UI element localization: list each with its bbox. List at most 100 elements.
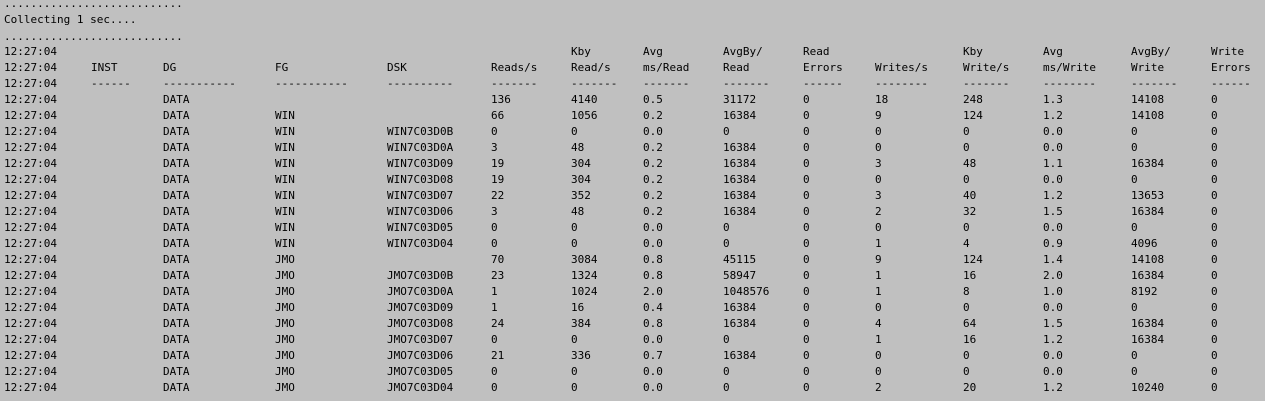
cell-time: 12:27:04 xyxy=(4,301,57,314)
cell-avgby-read: 16384 xyxy=(723,173,757,186)
cell-avg-ms-per-read: 0.0 xyxy=(643,365,663,378)
cell-time: 12:27:04 xyxy=(4,61,57,74)
table-row: 12:27:04 DATA JMO JMO7C03D05 0 0 0.0 0 0 0 0 0.0 0 0 xyxy=(0,364,1265,380)
cell-avgby-write: 0 xyxy=(1131,349,1138,362)
cell-fg: WIN xyxy=(275,109,295,122)
cell-writes-per-sec: 0 xyxy=(875,349,882,362)
cell-writes-per-sec: 2 xyxy=(875,381,882,394)
cell-write-errors: 0 xyxy=(1211,141,1218,154)
cell-read-errors: 0 xyxy=(803,221,810,234)
cell-kby-write-per-sec: 20 xyxy=(963,381,977,394)
cell-write-errors: 0 xyxy=(1211,285,1218,298)
cell-kby-read-per-sec: 0 xyxy=(571,365,578,378)
cell-kby-read-per-sec: 0 xyxy=(571,237,578,250)
cell-time: 12:27:04 xyxy=(4,269,57,282)
table-row: 12:27:04 DATA WIN WIN7C03D06 3 48 0.2 16384 0 2 32… xyxy=(0,204,1265,220)
cell-reads-per-sec: 3 xyxy=(491,205,498,218)
cell-fg: JMO xyxy=(275,269,295,282)
cell-writes-per-sec: 0 xyxy=(875,141,882,154)
cell-reads-per-sec: 0 xyxy=(491,381,498,394)
cell-write-errors: Write xyxy=(1211,45,1245,58)
cell-fg: WIN xyxy=(275,173,295,186)
cell-avg-ms-per-read: ------- xyxy=(643,77,690,90)
cell-kby-read-per-sec: ------- xyxy=(571,77,618,90)
cell-fg: JMO xyxy=(275,285,295,298)
cell-avgby-read: 45115 xyxy=(723,253,757,266)
cell-avg-ms-per-write: 0.0 xyxy=(1043,141,1063,154)
cell-avg-ms-per-write: 1.2 xyxy=(1043,333,1063,346)
collecting-status: Collecting 1 sec.... xyxy=(4,13,137,26)
cell-dg: DATA xyxy=(163,109,190,122)
cell-write-errors: 0 xyxy=(1211,173,1218,186)
cell-time: 12:27:04 xyxy=(4,141,57,154)
cell-kby-write-per-sec: 0 xyxy=(963,141,970,154)
cell-avg-ms-per-read: 0.2 xyxy=(643,189,663,202)
cell-avg-ms-per-read: 0.2 xyxy=(643,109,663,122)
table-row: 12:27:04 DATA WIN WIN7C03D0B 0 0 0.0 0 0 0 0 0.0 0 0 xyxy=(0,124,1265,140)
cell-read-errors: 0 xyxy=(803,301,810,314)
cell-dg: ----------- xyxy=(163,77,236,90)
table-row: 12:27:04 DATA WIN WIN7C03D04 0 0 0.0 0 0 1 4 0.9 409… xyxy=(0,236,1265,252)
cell-read-errors: 0 xyxy=(803,109,810,122)
cell-reads-per-sec: 19 xyxy=(491,173,505,186)
cell-write-errors: ------ xyxy=(1211,77,1251,90)
separator-row: 12:27:04 ------ ----------- ----------- ----… xyxy=(0,76,1265,92)
cell-writes-per-sec: 3 xyxy=(875,157,882,170)
cell-dg: DATA xyxy=(163,157,190,170)
cell-kby-write-per-sec: 0 xyxy=(963,301,970,314)
cell-dg: DATA xyxy=(163,349,190,362)
cell-dsk: WIN7C03D05 xyxy=(387,221,454,234)
header-row-2: 12:27:04 INST DG FG DSK Reads/s Read/s ms/Read R… xyxy=(0,60,1265,76)
cell-avgby-read: Read xyxy=(723,61,750,74)
cell-dg: DATA xyxy=(163,93,190,106)
cell-dsk: WIN7C03D04 xyxy=(387,237,454,250)
cell-write-errors: 0 xyxy=(1211,349,1218,362)
cell-fg: WIN xyxy=(275,237,295,250)
cell-avg-ms-per-write: 0.0 xyxy=(1043,125,1063,138)
cell-kby-read-per-sec: 0 xyxy=(571,221,578,234)
cell-reads-per-sec: 21 xyxy=(491,349,505,362)
cell-fg: JMO xyxy=(275,253,295,266)
table-row: 12:27:04 DATA WIN WIN7C03D0A 3 48 0.2 16384 0 0 0 0… xyxy=(0,140,1265,156)
cell-writes-per-sec: 0 xyxy=(875,125,882,138)
cell-avg-ms-per-read: 0.5 xyxy=(643,93,663,106)
cell-kby-write-per-sec: ------- xyxy=(963,77,1010,90)
cell-reads-per-sec: 66 xyxy=(491,109,505,122)
cell-avgby-write: 0 xyxy=(1131,125,1138,138)
cell-avgby-write: 14108 xyxy=(1131,109,1165,122)
cell-write-errors: 0 xyxy=(1211,189,1218,202)
cell-fg: ----------- xyxy=(275,77,348,90)
cell-kby-read-per-sec: 1056 xyxy=(571,109,598,122)
cell-kby-write-per-sec: 32 xyxy=(963,205,977,218)
cell-write-errors: 0 xyxy=(1211,301,1218,314)
cell-avgby-write: 0 xyxy=(1131,173,1138,186)
cell-avgby-read: 0 xyxy=(723,125,730,138)
cell-reads-per-sec: 0 xyxy=(491,221,498,234)
cell-avgby-read: 16384 xyxy=(723,205,757,218)
cell-avg-ms-per-write: -------- xyxy=(1043,77,1096,90)
cell-dsk: WIN7C03D08 xyxy=(387,173,454,186)
cell-read-errors: 0 xyxy=(803,365,810,378)
cell-reads-per-sec: 19 xyxy=(491,157,505,170)
cell-dsk: JMO7C03D08 xyxy=(387,317,454,330)
dots-line: ........................... xyxy=(4,0,183,10)
dots-line-2: ........................... xyxy=(4,30,183,43)
header-row-1: Kby Avg AvgBy/Read Kby Avg AvgBy/Write xyxy=(0,44,1265,60)
cell-avg-ms-per-read: 0.0 xyxy=(643,333,663,346)
cell-writes-per-sec: 2 xyxy=(875,205,882,218)
cell-dsk: WIN7C03D07 xyxy=(387,189,454,202)
cell-write-errors: 0 xyxy=(1211,205,1218,218)
cell-avg-ms-per-write: 2.0 xyxy=(1043,269,1063,282)
cell-writes-per-sec: 1 xyxy=(875,285,882,298)
cell-write-errors: 0 xyxy=(1211,157,1218,170)
table-row: 12:27:04 DATA WIN WIN7C03D07 22 352 0.2 16384 0 3… xyxy=(0,188,1265,204)
cell-write-errors: 0 xyxy=(1211,333,1218,346)
table-row: 12:27:04 DATA WIN WIN7C03D08 19 304 0.2 16384 0 0… xyxy=(0,172,1265,188)
cell-reads-per-sec: 3 xyxy=(491,141,498,154)
cell-time: 12:27:04 xyxy=(4,317,57,330)
cell-dg: DATA xyxy=(163,141,190,154)
cell-avg-ms-per-write: Avg xyxy=(1043,45,1063,58)
cell-writes-per-sec: 9 xyxy=(875,109,882,122)
cell-avgby-read: ------- xyxy=(723,77,770,90)
